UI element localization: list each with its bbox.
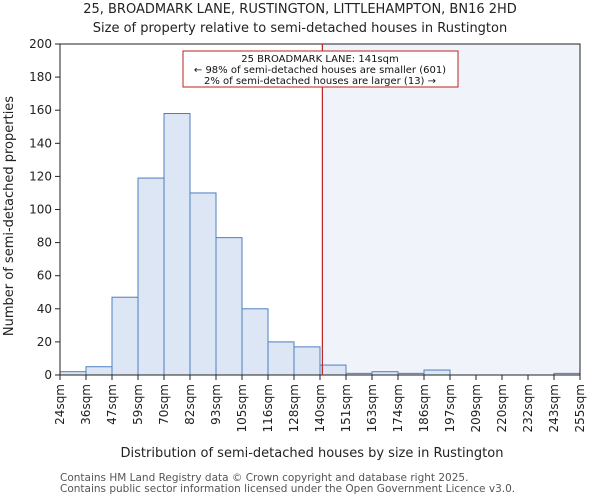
y-tick-label-40: 40 (37, 302, 52, 316)
y-axis-label: Number of semi-detached properties (2, 96, 17, 336)
x-tick-label-197sqm: 197sqm (443, 384, 457, 432)
annotation-line-2: ← 98% of semi-detached houses are smalle… (194, 65, 446, 76)
bar-82sqm (189, 192, 217, 376)
chart-subtitle: Size of property relative to semi-detach… (93, 21, 507, 36)
annotation-line-1: 25 BROADMARK LANE: 141sqm (241, 54, 398, 65)
y-tick-label-180: 180 (29, 70, 52, 84)
y-tick-label-100: 100 (29, 203, 52, 217)
x-tick-label-174sqm: 174sqm (391, 384, 405, 432)
x-tick-label-151sqm: 151sqm (339, 384, 353, 432)
x-tick-label-209sqm: 209sqm (469, 384, 483, 432)
x-tick-label-70sqm: 70sqm (157, 384, 171, 425)
x-tick-label-243sqm: 243sqm (547, 384, 561, 432)
x-tick-label-93sqm: 93sqm (209, 384, 223, 425)
x-tick-label-186sqm: 186sqm (417, 384, 431, 432)
x-tick-label-36sqm: 36sqm (79, 384, 93, 425)
larger-region-shade (322, 44, 580, 375)
x-tick-label-232sqm: 232sqm (521, 384, 535, 432)
bar-128sqm (293, 346, 321, 376)
bar-105sqm (241, 308, 269, 376)
x-tick-label-47sqm: 47sqm (105, 384, 119, 425)
chart-title: 25, BROADMARK LANE, RUSTINGTON, LITTLEHA… (83, 2, 517, 17)
bar-36sqm (85, 366, 113, 376)
bar-116sqm (267, 341, 295, 376)
y-tick-label-60: 60 (37, 269, 52, 283)
bar-59sqm (137, 177, 165, 376)
x-tick-label-116sqm: 116sqm (261, 384, 275, 432)
x-tick-label-82sqm: 82sqm (183, 384, 197, 425)
bar-93sqm (215, 237, 243, 376)
y-tick-label-140: 140 (29, 136, 52, 150)
footer-line-2: Contains public sector information licen… (60, 483, 516, 495)
x-tick-label-105sqm: 105sqm (235, 384, 249, 432)
x-tick-label-24sqm: 24sqm (53, 384, 67, 425)
bar-47sqm (111, 296, 139, 376)
bar-186sqm (423, 369, 451, 376)
footer-line-1: Contains HM Land Registry data © Crown c… (60, 472, 469, 484)
x-axis-label: Distribution of semi-detached houses by … (121, 446, 504, 461)
y-tick-label-120: 120 (29, 169, 52, 183)
annotation-box (182, 50, 459, 88)
y-tick-label-0: 0 (44, 368, 52, 382)
x-tick-label-128sqm: 128sqm (287, 384, 301, 432)
bar-70sqm (163, 113, 191, 376)
annotation-line-3: 2% of semi-detached houses are larger (1… (204, 76, 436, 87)
property-annotation: 25 BROADMARK LANE: 141sqm ← 98% of semi-… (182, 50, 459, 88)
x-tick-label-255sqm: 255sqm (573, 384, 587, 432)
bar-140sqm (319, 364, 347, 376)
x-tick-label-59sqm: 59sqm (131, 384, 145, 425)
y-tick-label-80: 80 (37, 236, 52, 250)
x-tick-label-220sqm: 220sqm (495, 384, 509, 432)
x-tick-label-140sqm: 140sqm (313, 384, 327, 432)
y-tick-label-20: 20 (37, 335, 52, 349)
y-tick-label-200: 200 (29, 37, 52, 51)
x-tick-label-163sqm: 163sqm (365, 384, 379, 432)
y-tick-label-160: 160 (29, 103, 52, 117)
